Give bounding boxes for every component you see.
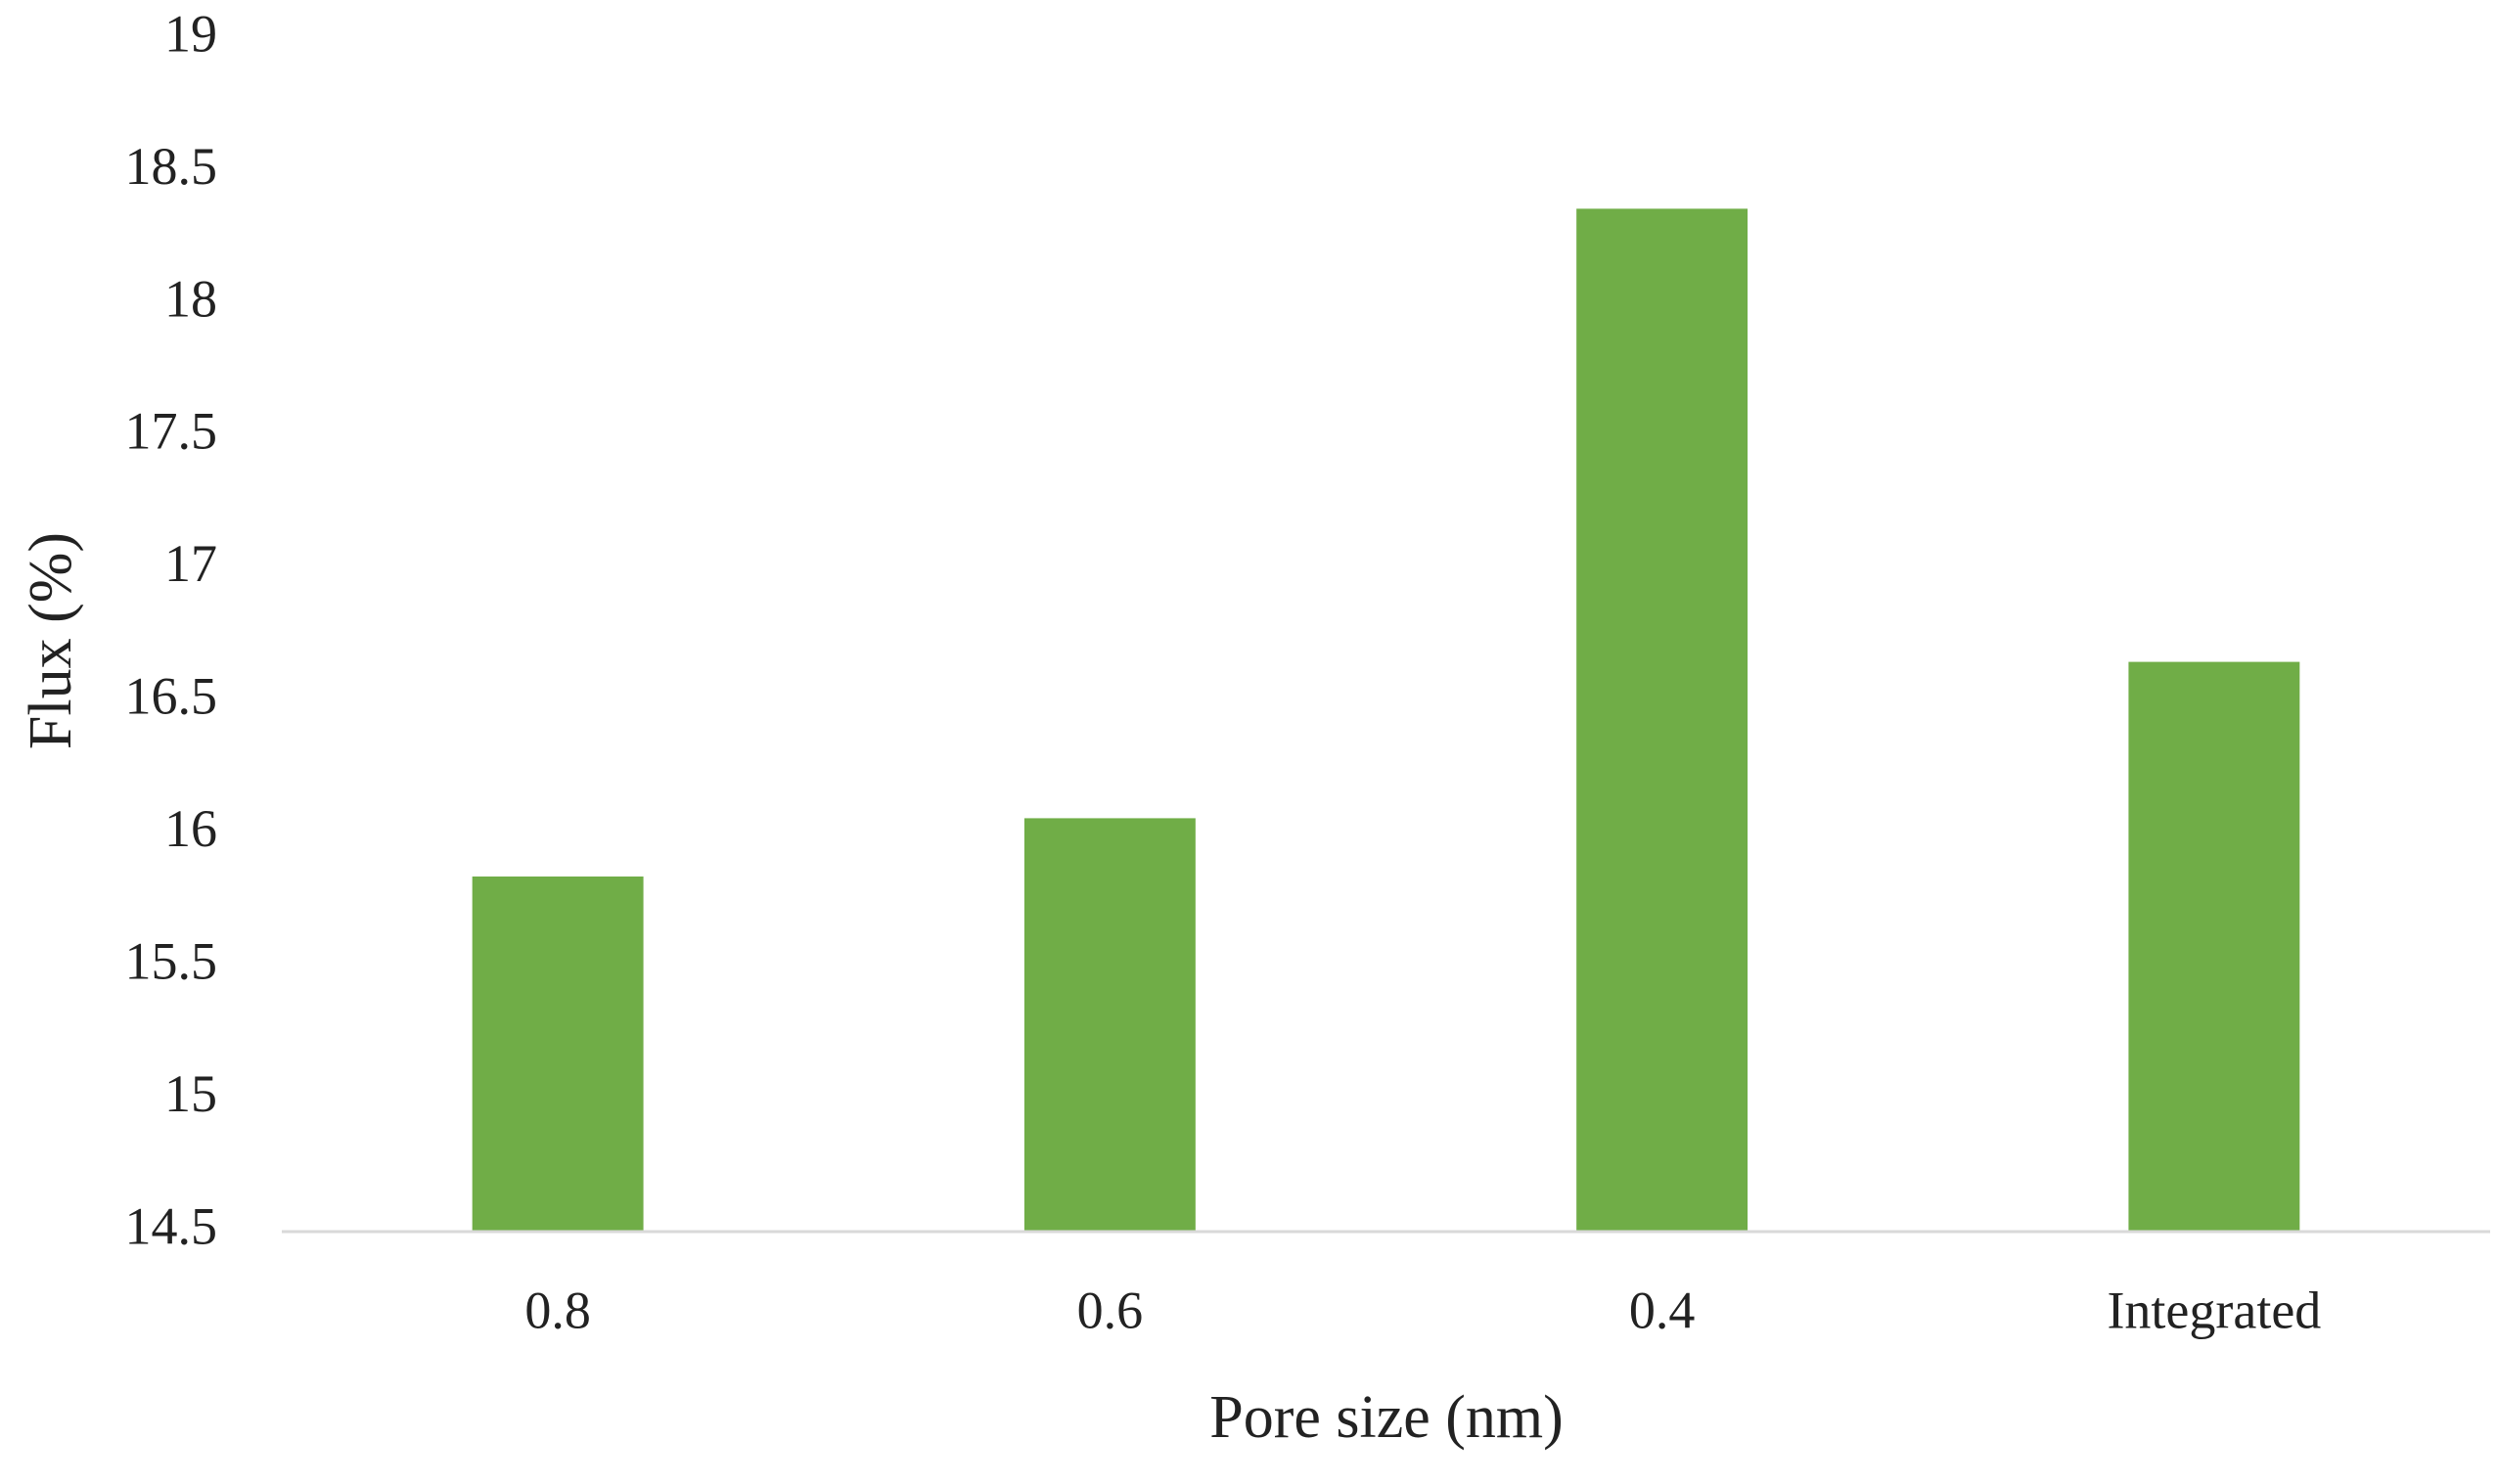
y-tick-label: 17.5 xyxy=(125,402,218,461)
y-tick-label: 17 xyxy=(164,534,217,593)
y-axis-title: Flux (%) xyxy=(18,532,84,749)
y-tick-label: 18 xyxy=(164,269,217,328)
bar xyxy=(1576,208,1748,1232)
x-tick-label: 0.4 xyxy=(1629,1281,1696,1339)
x-tick-label: Integrated xyxy=(2107,1281,2321,1339)
bar xyxy=(1023,818,1196,1232)
y-tick-label: 16.5 xyxy=(125,667,218,726)
x-tick-label: 0.8 xyxy=(524,1281,591,1339)
y-tick-label: 14.5 xyxy=(125,1196,218,1255)
y-tick-label: 15.5 xyxy=(125,932,218,991)
y-tick-label: 19 xyxy=(164,4,217,63)
bar xyxy=(472,877,644,1232)
x-axis-title: Pore size (nm) xyxy=(1209,1384,1564,1451)
y-tick-label: 16 xyxy=(164,799,217,858)
y-tick-label: 15 xyxy=(164,1064,217,1123)
x-tick-label: 0.6 xyxy=(1077,1281,1144,1339)
bar xyxy=(2128,661,2300,1232)
y-tick-label: 18.5 xyxy=(125,137,218,196)
